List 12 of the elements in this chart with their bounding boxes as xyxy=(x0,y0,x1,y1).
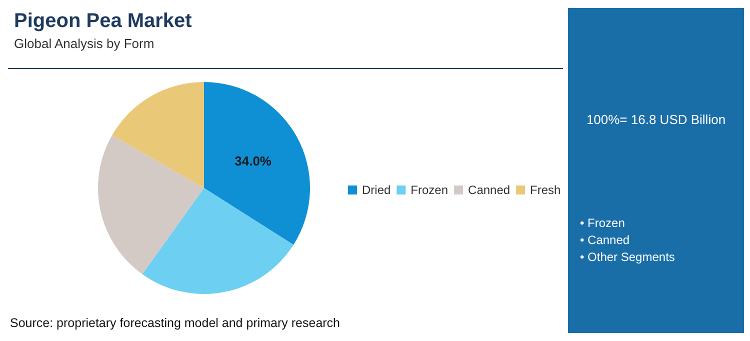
text: • Canned xyxy=(580,233,630,247)
chart-title: Pigeon Pea Market xyxy=(14,10,192,33)
legend-label: Dried xyxy=(362,183,391,197)
chart-subtitle: Global Analysis by Form xyxy=(14,36,154,51)
legend-label: Fresh xyxy=(530,183,561,197)
legend-label: Canned xyxy=(468,183,510,197)
text: • Frozen xyxy=(580,216,625,230)
text: • Other Segments xyxy=(580,250,675,264)
data-label: 34.0% xyxy=(234,154,272,169)
source-note: Source: proprietary forecasting model and primary research xyxy=(10,316,340,330)
legend-label: Frozen xyxy=(410,183,448,197)
text: 100%= 16.8 USD Billion xyxy=(585,112,727,127)
